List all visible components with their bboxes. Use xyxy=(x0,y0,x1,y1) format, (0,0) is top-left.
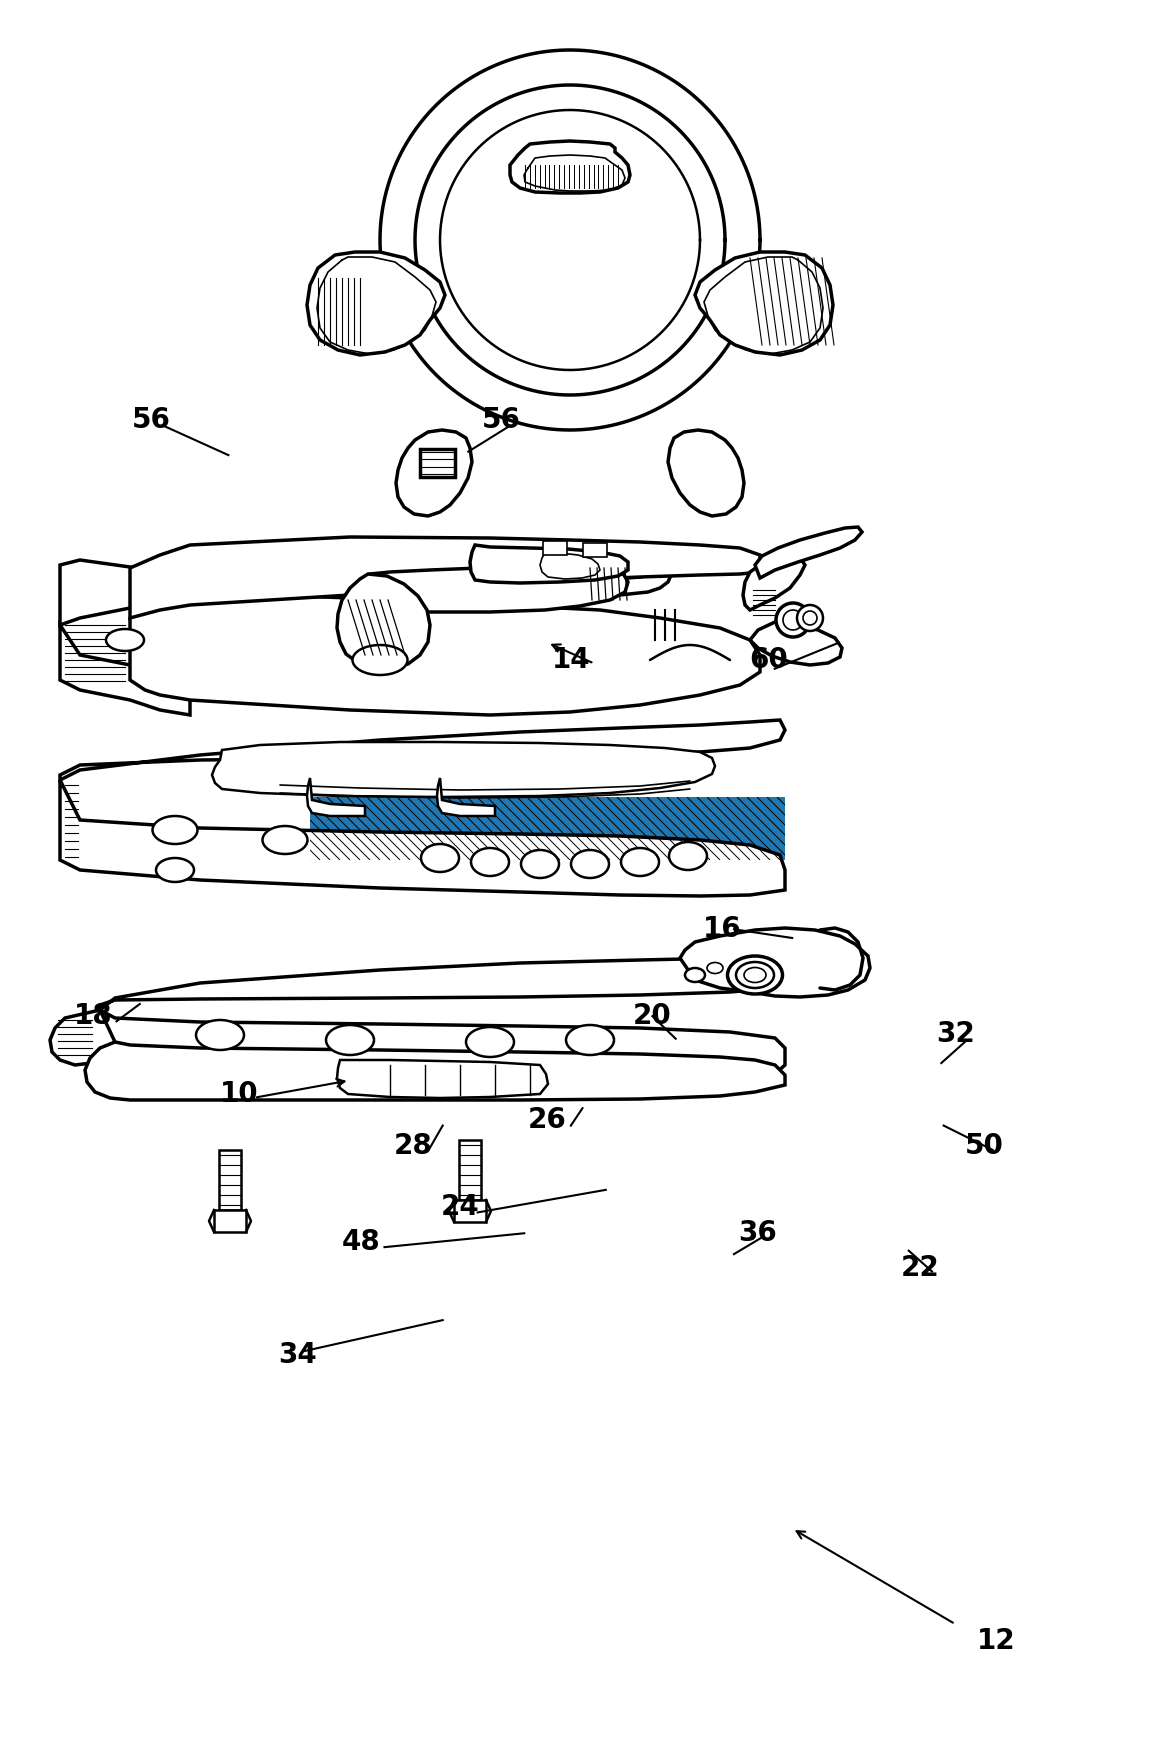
Polygon shape xyxy=(459,1139,481,1200)
Polygon shape xyxy=(337,1060,548,1098)
Ellipse shape xyxy=(571,849,609,877)
Polygon shape xyxy=(50,1009,115,1065)
Ellipse shape xyxy=(566,1025,614,1054)
Polygon shape xyxy=(696,252,833,354)
Ellipse shape xyxy=(669,842,707,870)
Text: 20: 20 xyxy=(633,1002,672,1030)
Ellipse shape xyxy=(196,1020,243,1049)
Ellipse shape xyxy=(521,849,559,877)
Polygon shape xyxy=(543,540,567,556)
Text: 22: 22 xyxy=(901,1254,940,1282)
Polygon shape xyxy=(308,778,365,816)
Polygon shape xyxy=(214,1211,246,1232)
Polygon shape xyxy=(130,589,760,716)
Ellipse shape xyxy=(471,848,509,875)
Text: 26: 26 xyxy=(528,1106,567,1134)
Polygon shape xyxy=(130,537,760,618)
Ellipse shape xyxy=(797,604,822,631)
Ellipse shape xyxy=(156,858,195,882)
Polygon shape xyxy=(61,780,785,896)
Polygon shape xyxy=(100,1009,785,1086)
Polygon shape xyxy=(100,959,785,1009)
Polygon shape xyxy=(61,559,190,625)
Polygon shape xyxy=(337,573,430,669)
Ellipse shape xyxy=(106,629,144,651)
Ellipse shape xyxy=(353,644,408,676)
Text: 32: 32 xyxy=(935,1020,975,1047)
Text: 10: 10 xyxy=(219,1080,259,1108)
Text: 50: 50 xyxy=(965,1133,1004,1160)
Ellipse shape xyxy=(803,611,817,625)
Polygon shape xyxy=(469,545,628,584)
Ellipse shape xyxy=(466,1027,514,1058)
Text: 16: 16 xyxy=(702,915,742,943)
Polygon shape xyxy=(421,448,456,478)
Text: 56: 56 xyxy=(132,406,171,434)
Ellipse shape xyxy=(685,968,705,981)
Text: 56: 56 xyxy=(481,406,521,434)
Polygon shape xyxy=(212,742,715,797)
Polygon shape xyxy=(396,431,472,516)
Polygon shape xyxy=(85,1042,785,1100)
Text: 36: 36 xyxy=(737,1219,777,1247)
Polygon shape xyxy=(510,141,630,193)
Polygon shape xyxy=(61,721,785,780)
Polygon shape xyxy=(582,544,607,558)
Polygon shape xyxy=(61,625,190,716)
Text: 18: 18 xyxy=(73,1002,113,1030)
Ellipse shape xyxy=(326,1025,374,1054)
Polygon shape xyxy=(310,797,785,860)
Polygon shape xyxy=(454,1200,486,1223)
Text: 48: 48 xyxy=(341,1228,381,1256)
Ellipse shape xyxy=(421,844,459,872)
Ellipse shape xyxy=(744,968,767,983)
Text: 14: 14 xyxy=(551,646,591,674)
Polygon shape xyxy=(668,431,744,516)
Ellipse shape xyxy=(153,816,198,844)
Ellipse shape xyxy=(776,603,810,637)
Polygon shape xyxy=(468,547,672,596)
Ellipse shape xyxy=(727,955,783,994)
Polygon shape xyxy=(680,928,870,997)
Polygon shape xyxy=(440,109,700,370)
Polygon shape xyxy=(415,85,725,394)
Polygon shape xyxy=(362,566,628,611)
Ellipse shape xyxy=(736,962,774,988)
Text: 24: 24 xyxy=(440,1193,480,1221)
Polygon shape xyxy=(219,1150,241,1211)
Polygon shape xyxy=(743,556,805,610)
Polygon shape xyxy=(755,526,862,578)
Ellipse shape xyxy=(707,962,723,973)
Text: 60: 60 xyxy=(749,646,789,674)
Polygon shape xyxy=(750,622,842,665)
Text: 34: 34 xyxy=(277,1341,317,1369)
Text: 28: 28 xyxy=(394,1133,433,1160)
Ellipse shape xyxy=(621,848,659,875)
Text: 12: 12 xyxy=(976,1628,1016,1655)
Ellipse shape xyxy=(783,610,803,631)
Ellipse shape xyxy=(262,827,308,855)
Polygon shape xyxy=(308,252,445,354)
Polygon shape xyxy=(437,778,495,816)
